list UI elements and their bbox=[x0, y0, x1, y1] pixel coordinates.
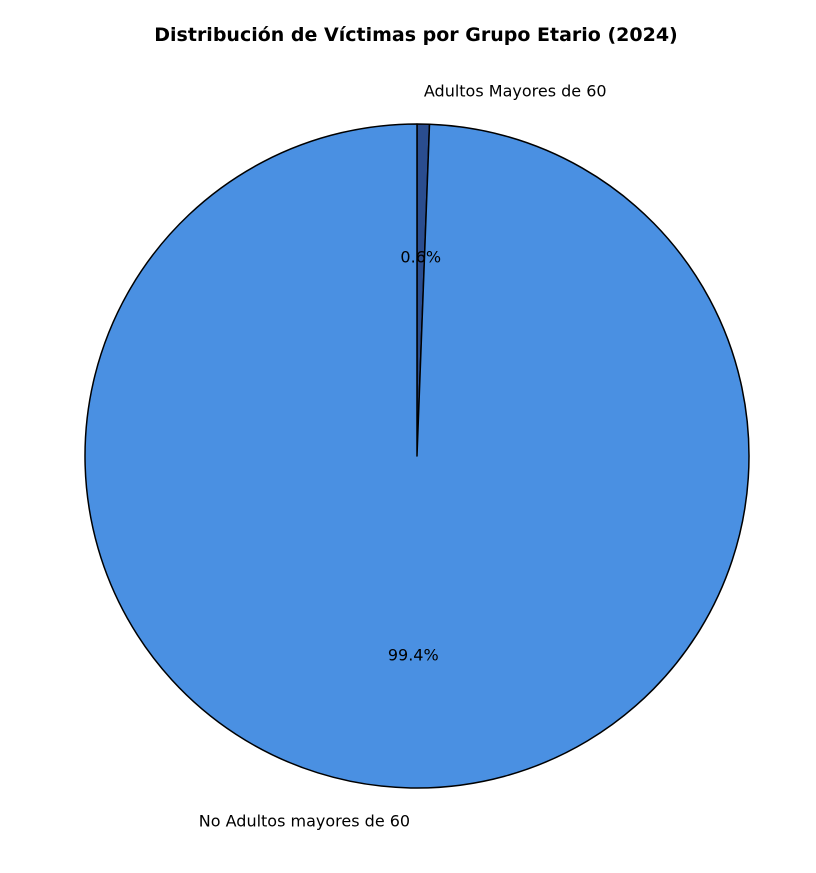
pie-category-label-1: No Adultos mayores de 60 bbox=[199, 812, 410, 831]
pie-labels: 0.6% Adultos Mayores de 60 99.4% No Adultos… bbox=[199, 81, 607, 830]
pie-slices bbox=[84, 123, 750, 789]
pie-category-label-0: Adultos Mayores de 60 bbox=[424, 81, 607, 100]
pie-pct-label-0: 0.6% bbox=[400, 247, 441, 266]
pie-pct-label-1: 99.4% bbox=[388, 646, 439, 665]
pie-slice-1 bbox=[84, 123, 750, 789]
chart-title: Distribución de Víctimas por Grupo Etari… bbox=[154, 24, 677, 46]
